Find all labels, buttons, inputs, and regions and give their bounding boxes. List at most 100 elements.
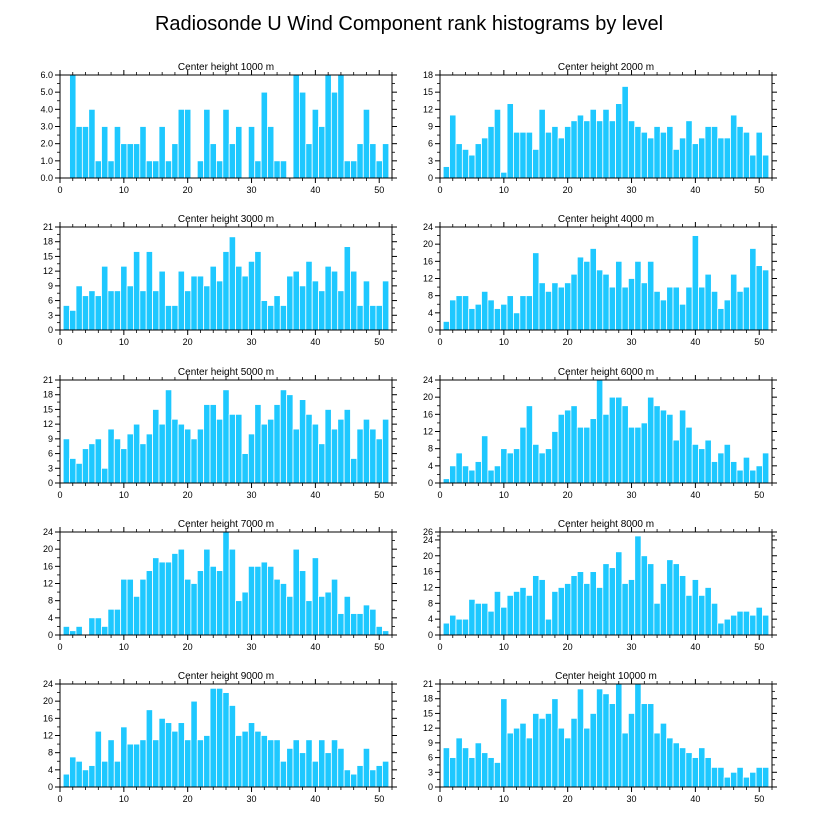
x-tick-label: 50 bbox=[754, 337, 764, 347]
bar bbox=[267, 739, 275, 788]
bar bbox=[749, 248, 757, 331]
y-tick-label: 8 bbox=[428, 444, 433, 454]
bar bbox=[247, 260, 256, 331]
panel-title: Center height 6000 m bbox=[558, 367, 654, 378]
y-tick-label: 18 bbox=[43, 237, 53, 247]
bar bbox=[196, 275, 205, 331]
y-tick-label: 12 bbox=[423, 427, 433, 437]
bar bbox=[81, 448, 90, 484]
bar bbox=[513, 131, 521, 179]
y-tick-label: 16 bbox=[43, 561, 53, 571]
bar bbox=[273, 739, 281, 788]
bar bbox=[749, 469, 757, 484]
bar bbox=[679, 575, 687, 636]
bar bbox=[164, 389, 173, 484]
bar bbox=[474, 742, 482, 788]
y-tick-label: 0 bbox=[428, 173, 433, 183]
x-tick-label: 40 bbox=[690, 337, 700, 347]
bar bbox=[324, 74, 332, 179]
bar bbox=[736, 610, 744, 636]
bar bbox=[685, 752, 693, 788]
bar bbox=[101, 126, 109, 179]
bar bbox=[640, 555, 648, 636]
bar bbox=[171, 553, 179, 636]
bar bbox=[171, 418, 179, 484]
bar bbox=[88, 765, 96, 788]
bar bbox=[442, 166, 450, 179]
bar bbox=[158, 561, 166, 636]
bar bbox=[730, 273, 738, 331]
bar bbox=[196, 428, 205, 484]
bar bbox=[449, 614, 457, 636]
bar bbox=[126, 143, 134, 179]
bar bbox=[279, 160, 288, 179]
bar bbox=[62, 626, 70, 636]
bar bbox=[337, 74, 345, 179]
bar bbox=[107, 160, 115, 179]
y-tick-label: 12 bbox=[43, 419, 53, 429]
bar bbox=[513, 591, 521, 636]
bar bbox=[235, 126, 243, 179]
x-tick-label: 0 bbox=[437, 185, 442, 195]
bar bbox=[736, 126, 744, 179]
bar bbox=[647, 260, 655, 331]
bar bbox=[203, 108, 211, 179]
bar bbox=[608, 703, 616, 788]
bar bbox=[493, 762, 502, 788]
bar bbox=[177, 548, 185, 636]
x-tick-label: 0 bbox=[57, 794, 62, 804]
bar bbox=[62, 773, 70, 788]
x-tick-label: 20 bbox=[183, 337, 193, 347]
bar bbox=[369, 428, 377, 484]
bar bbox=[286, 275, 294, 331]
bar bbox=[145, 160, 153, 179]
bar bbox=[286, 747, 294, 788]
bar bbox=[525, 405, 533, 484]
bar bbox=[254, 160, 262, 179]
bar bbox=[653, 290, 661, 331]
bar bbox=[184, 290, 192, 331]
bar bbox=[177, 722, 185, 788]
bar bbox=[723, 137, 731, 179]
bar bbox=[487, 757, 495, 788]
bar bbox=[286, 394, 294, 484]
x-tick-label: 0 bbox=[437, 642, 442, 652]
y-tick-label: 8 bbox=[48, 748, 53, 758]
bar bbox=[455, 452, 463, 484]
bar bbox=[685, 594, 693, 636]
bar bbox=[634, 260, 642, 331]
bar bbox=[88, 108, 96, 179]
bar bbox=[544, 713, 553, 788]
bar bbox=[551, 698, 559, 788]
bar bbox=[653, 602, 661, 636]
bar bbox=[583, 583, 591, 636]
bar bbox=[570, 120, 578, 179]
bar bbox=[209, 404, 217, 484]
bar bbox=[113, 126, 122, 179]
bar bbox=[152, 557, 160, 636]
bar bbox=[679, 409, 687, 484]
bar bbox=[292, 270, 300, 331]
bar bbox=[576, 688, 585, 788]
bar bbox=[222, 389, 230, 484]
y-tick-label: 16 bbox=[43, 713, 53, 723]
bar bbox=[519, 587, 527, 636]
bar bbox=[698, 137, 706, 179]
bar bbox=[698, 594, 706, 636]
bar bbox=[659, 409, 668, 484]
y-tick-label: 4 bbox=[48, 613, 53, 623]
x-tick-label: 20 bbox=[183, 794, 193, 804]
x-tick-label: 30 bbox=[627, 490, 637, 500]
bar bbox=[525, 295, 533, 331]
y-tick-label: 24 bbox=[423, 535, 433, 545]
x-tick-label: 40 bbox=[310, 185, 320, 195]
bar bbox=[710, 126, 719, 179]
panel-title: Center height 5000 m bbox=[178, 367, 274, 378]
bar bbox=[442, 478, 450, 484]
bar bbox=[311, 108, 319, 179]
y-tick-label: 0 bbox=[428, 630, 433, 640]
bar bbox=[742, 131, 751, 179]
bar bbox=[171, 305, 179, 331]
x-tick-label: 10 bbox=[499, 642, 509, 652]
bar bbox=[704, 126, 712, 179]
